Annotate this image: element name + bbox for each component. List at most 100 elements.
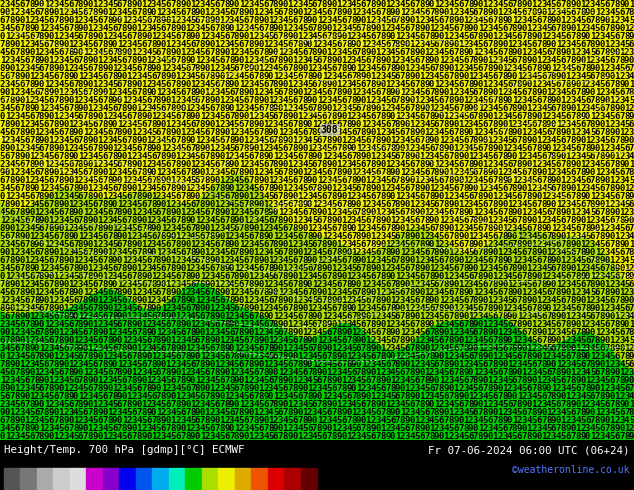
Text: 0: 0	[287, 295, 293, 304]
Text: 8: 8	[614, 160, 619, 169]
Text: 3: 3	[385, 48, 391, 56]
Text: 4: 4	[575, 336, 581, 344]
Text: 7: 7	[458, 423, 463, 433]
Text: 0: 0	[429, 319, 434, 328]
Text: 1: 1	[424, 288, 429, 296]
Text: 2: 2	[609, 40, 615, 49]
Text: 4: 4	[195, 288, 200, 296]
Text: 4: 4	[234, 175, 239, 185]
Text: 9: 9	[287, 351, 293, 361]
Text: 0: 0	[146, 271, 152, 280]
Text: 6: 6	[580, 360, 585, 368]
Text: 9: 9	[224, 24, 230, 32]
Text: 5: 5	[34, 144, 39, 152]
Text: 6: 6	[112, 343, 117, 352]
Text: 6: 6	[136, 303, 141, 313]
Text: 0: 0	[585, 112, 590, 121]
Text: 8: 8	[522, 375, 527, 385]
Text: 7: 7	[380, 408, 385, 416]
Text: 0: 0	[24, 72, 30, 80]
Text: 1: 1	[151, 192, 157, 200]
Text: 7: 7	[180, 351, 186, 361]
Text: 9: 9	[176, 103, 181, 113]
Text: 3: 3	[151, 0, 157, 8]
Text: 3: 3	[131, 175, 137, 185]
Text: 2: 2	[93, 24, 98, 32]
Text: 6: 6	[429, 223, 434, 232]
Text: 5: 5	[356, 399, 361, 409]
Text: 7: 7	[609, 399, 615, 409]
Text: 7: 7	[24, 160, 30, 169]
Text: 5: 5	[10, 24, 15, 32]
Text: 4: 4	[209, 295, 215, 304]
Text: 5: 5	[263, 375, 268, 385]
Text: 1: 1	[102, 271, 108, 280]
Text: 6: 6	[580, 120, 585, 128]
Text: 9: 9	[63, 96, 68, 104]
Text: 4: 4	[414, 327, 420, 337]
Text: 0: 0	[317, 151, 322, 161]
Text: 0: 0	[556, 16, 561, 24]
Text: 6: 6	[575, 303, 581, 313]
Text: 6: 6	[283, 303, 288, 313]
Text: 5: 5	[370, 7, 376, 17]
Text: 8: 8	[522, 136, 527, 145]
Text: 0: 0	[307, 279, 313, 289]
Text: 4: 4	[229, 279, 235, 289]
Text: 7: 7	[439, 40, 444, 49]
Text: 5: 5	[258, 0, 264, 8]
Text: 1: 1	[429, 423, 434, 433]
Text: 2: 2	[200, 295, 205, 304]
Text: 7: 7	[297, 16, 302, 24]
Text: 1: 1	[493, 432, 498, 441]
Text: 7: 7	[321, 375, 327, 385]
Text: 5: 5	[160, 160, 166, 169]
Text: 4: 4	[19, 112, 25, 121]
Text: 5: 5	[268, 271, 273, 280]
Text: 1: 1	[458, 279, 463, 289]
Text: 6: 6	[536, 16, 541, 24]
Text: 9: 9	[439, 408, 444, 416]
Text: 3: 3	[297, 319, 302, 328]
Text: 5: 5	[399, 24, 405, 32]
Text: 6: 6	[278, 327, 283, 337]
Text: 2: 2	[19, 64, 25, 73]
Text: 4: 4	[131, 199, 137, 209]
Text: 5: 5	[268, 31, 273, 41]
Text: 4: 4	[24, 247, 30, 256]
Text: 1: 1	[526, 343, 532, 352]
Text: 6: 6	[117, 160, 122, 169]
Text: 2: 2	[370, 16, 376, 24]
Text: 9: 9	[517, 423, 522, 433]
Text: 7: 7	[4, 336, 10, 344]
Text: 9: 9	[614, 103, 619, 113]
Text: 8: 8	[429, 31, 434, 41]
Text: 6: 6	[356, 103, 361, 113]
Text: 6: 6	[156, 127, 161, 137]
Text: 2: 2	[239, 183, 244, 193]
Text: 2: 2	[263, 144, 268, 152]
Text: 1: 1	[39, 24, 44, 32]
Text: 2: 2	[507, 64, 512, 73]
Text: 4: 4	[122, 168, 127, 176]
Text: 6: 6	[366, 216, 371, 224]
Text: 0: 0	[448, 384, 454, 392]
Text: 3: 3	[604, 408, 610, 416]
Text: 5: 5	[200, 207, 205, 217]
Text: 7: 7	[595, 151, 600, 161]
Text: 6: 6	[624, 64, 630, 73]
Text: 0: 0	[517, 288, 522, 296]
Text: 0: 0	[171, 72, 176, 80]
Text: 3: 3	[590, 79, 595, 89]
Text: 5: 5	[321, 168, 327, 176]
Text: 9: 9	[375, 319, 380, 328]
Text: 9: 9	[263, 151, 268, 161]
Text: 3: 3	[292, 343, 298, 352]
Text: 0: 0	[107, 384, 112, 392]
Text: 6: 6	[292, 96, 298, 104]
Text: 5: 5	[122, 31, 127, 41]
Text: 0: 0	[604, 416, 610, 424]
Text: 8: 8	[395, 40, 400, 49]
Text: 3: 3	[390, 423, 395, 433]
Text: 4: 4	[336, 392, 342, 400]
